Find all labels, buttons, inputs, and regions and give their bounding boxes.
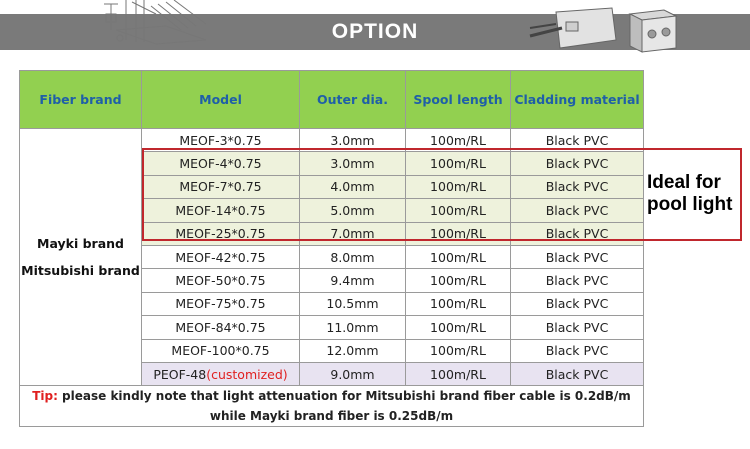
outer-dia-cell: 9.4mm: [299, 268, 406, 293]
spool-length-cell: 100m/RL: [405, 198, 511, 223]
outer-dia-cell: 11.0mm: [299, 315, 406, 340]
model-cell: MEOF-14*0.75: [141, 198, 300, 223]
table-row: MEOF-7*0.75 4.0mm 100m/RL Black PVC: [20, 174, 644, 200]
header-outer-dia: Outer dia.: [299, 70, 406, 129]
light-source-box-illustration: [628, 9, 678, 53]
spool-length-cell: 100m/RL: [405, 315, 511, 340]
pool-light-highlight-box: [142, 148, 742, 241]
outer-dia-cell: 12.0mm: [299, 338, 406, 363]
cladding-cell: Black PVC: [510, 315, 644, 340]
pool-light-callout: Ideal for pool light: [647, 172, 750, 216]
outer-dia-cell: 10.5mm: [299, 291, 406, 317]
table-row: MEOF-42*0.75 8.0mm 100m/RL Black PVC: [20, 244, 644, 270]
header-cladding-material: Cladding material: [510, 70, 644, 129]
model-cell: MEOF-42*0.75: [141, 244, 300, 270]
outer-dia-cell: 4.0mm: [299, 174, 406, 200]
model-cell: MEOF-50*0.75: [141, 268, 300, 293]
cladding-cell: Black PVC: [510, 361, 644, 387]
tip-text: please kindly note that light attenuatio…: [57, 389, 631, 424]
cladding-cell: Black PVC: [510, 151, 644, 176]
cladding-cell: Black PVC: [510, 174, 644, 200]
outer-dia-cell: 9.0mm: [299, 361, 406, 387]
banner-title: OPTION: [331, 20, 419, 43]
table-header-row: Fiber brand Model Outer dia. Spool lengt…: [19, 70, 644, 129]
spool-length-cell: 100m/RL: [405, 244, 511, 270]
brand-mitsubishi: Mitsubishi brand: [21, 263, 140, 279]
table-row: MEOF-25*0.75 7.0mm 100m/RL Black PVC: [20, 221, 644, 246]
outer-dia-cell: 3.0mm: [299, 151, 406, 176]
table-row: MEOF-75*0.75 10.5mm 100m/RL Black PVC: [20, 291, 644, 317]
option-banner: OPTION: [0, 14, 750, 50]
cladding-cell: Black PVC: [510, 198, 644, 223]
spool-length-cell: 100m/RL: [405, 151, 511, 176]
fiber-brand-cell: Mayki brand Mitsubishi brand: [19, 127, 142, 387]
outer-dia-cell: 8.0mm: [299, 244, 406, 270]
outer-dia-cell: 5.0mm: [299, 198, 406, 223]
tip-label: Tip:: [32, 389, 58, 404]
table-row: PEOF-48(customized) 9.0mm 100m/RL Black …: [20, 361, 644, 387]
table-row: MEOF-100*0.75 12.0mm 100m/RL Black PVC: [20, 338, 644, 363]
cladding-cell: Black PVC: [510, 338, 644, 363]
model-cell: MEOF-84*0.75: [141, 315, 300, 340]
model-cell: MEOF-4*0.75: [141, 151, 300, 176]
model-cell: PEOF-48(customized): [141, 361, 300, 387]
cladding-cell: Black PVC: [510, 268, 644, 293]
header-fiber-brand: Fiber brand: [19, 70, 142, 129]
spool-length-cell: 100m/RL: [405, 174, 511, 200]
spool-length-cell: 100m/RL: [405, 268, 511, 293]
model-cell: MEOF-75*0.75: [141, 291, 300, 317]
table-row: MEOF-4*0.75 3.0mm 100m/RL Black PVC: [20, 151, 644, 176]
tip-row: Tip: please kindly note that light atten…: [19, 385, 644, 428]
spool-length-cell: 100m/RL: [405, 221, 511, 246]
callout-line-1: Ideal for: [647, 172, 721, 193]
table-row: MEOF-84*0.75 11.0mm 100m/RL Black PVC: [20, 315, 644, 340]
tip-cell: Tip: please kindly note that light atten…: [19, 385, 644, 428]
cladding-cell: Black PVC: [510, 291, 644, 317]
fiber-option-table: Fiber brand Model Outer dia. Spool lengt…: [19, 70, 644, 428]
spool-length-cell: 100m/RL: [405, 361, 511, 387]
spool-length-cell: 100m/RL: [405, 291, 511, 317]
machine-sketch-illustration: [104, 0, 207, 45]
fiber-device-illustration: [529, 7, 617, 49]
brand-mayki: Mayki brand: [37, 236, 124, 252]
cladding-cell: Black PVC: [510, 244, 644, 270]
model-cell: MEOF-100*0.75: [141, 338, 300, 363]
spool-length-cell: 100m/RL: [405, 338, 511, 363]
header-spool-length: Spool length: [405, 70, 511, 129]
callout-line-2: pool light: [647, 194, 733, 215]
header-model: Model: [141, 70, 300, 129]
customized-note: (customized): [206, 366, 288, 382]
model-name: PEOF-48: [153, 366, 207, 382]
table-row: MEOF-14*0.75 5.0mm 100m/RL Black PVC: [20, 198, 644, 223]
table-row: MEOF-50*0.75 9.4mm 100m/RL Black PVC: [20, 268, 644, 293]
